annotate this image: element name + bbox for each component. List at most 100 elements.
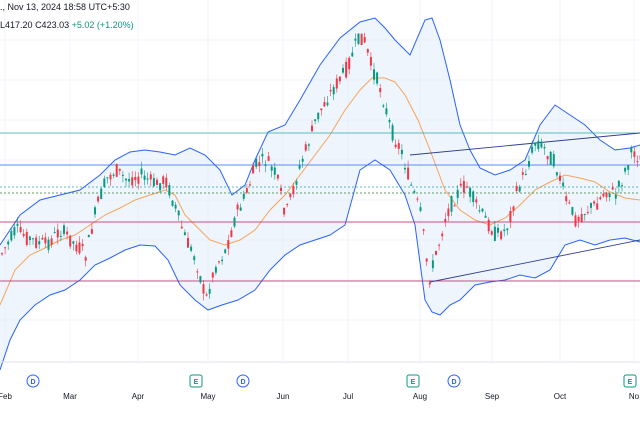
candle-body <box>531 146 534 153</box>
candle-body <box>512 206 515 211</box>
ohlc-readout: L417.20 C423.03 +5.02 (+1.20%) <box>0 20 134 30</box>
candle-body <box>602 193 605 197</box>
candle-body <box>338 76 341 82</box>
candle-body <box>283 207 286 215</box>
month-tick-label: May <box>200 392 215 401</box>
candle-body <box>152 178 155 187</box>
candle-body <box>320 108 323 111</box>
candle-body <box>156 179 158 185</box>
candle-body <box>10 231 13 241</box>
horizontal-lines <box>0 132 640 282</box>
channel-upper-line <box>409 132 640 156</box>
candle-body <box>38 241 41 245</box>
candle-body <box>357 33 360 44</box>
candle-body <box>196 271 199 273</box>
candle-body <box>404 167 406 170</box>
candle-body <box>323 102 326 107</box>
candle-body <box>373 69 375 80</box>
candle-body <box>342 67 344 73</box>
candle-body <box>605 192 608 198</box>
candle-body <box>400 149 403 155</box>
candle-body <box>187 238 189 248</box>
month-tick-label: Aug <box>413 392 427 401</box>
candle-body <box>304 144 307 151</box>
candle-body <box>205 294 208 296</box>
candle-body <box>7 241 10 245</box>
month-tick-label: Sep <box>485 392 500 401</box>
candle-body <box>503 229 506 232</box>
candle-body <box>524 174 527 176</box>
earnings-marker: E <box>623 374 637 388</box>
candle-body <box>360 33 363 45</box>
candle-body <box>75 244 78 252</box>
month-tick-label: Feb <box>0 392 12 401</box>
candle-body <box>298 165 301 169</box>
candle-body <box>444 219 447 222</box>
candle-body <box>128 178 131 182</box>
candle-body <box>106 177 109 179</box>
candle-body <box>515 185 518 192</box>
candle-body <box>630 147 633 153</box>
dividend-marker: D <box>447 374 461 388</box>
candle-body <box>109 174 112 180</box>
candle-body <box>286 204 289 206</box>
candle-body <box>627 165 630 170</box>
candle-body <box>140 168 143 175</box>
candle-body <box>72 241 75 244</box>
band-fill <box>0 18 640 370</box>
bollinger-bands <box>0 17 640 371</box>
candle-body <box>202 284 205 294</box>
candle-body <box>335 78 338 89</box>
candle-body <box>273 167 276 175</box>
candle-body <box>354 38 357 41</box>
candle-body <box>363 37 366 43</box>
candle-body <box>16 223 19 226</box>
candle-body <box>546 156 549 160</box>
candle-body <box>624 167 627 172</box>
candle-body <box>382 105 385 107</box>
candle-body <box>369 57 372 66</box>
marker-circle <box>26 374 40 388</box>
candle-body <box>221 259 224 262</box>
datetime-label: ., Nov 13, 2024 18:58 UTC+5:30 <box>0 2 130 12</box>
candle-body <box>267 156 270 161</box>
candle-body <box>168 185 171 196</box>
marker-label: D <box>30 379 35 386</box>
month-tick-label: No <box>629 392 640 401</box>
candle-body <box>462 181 465 193</box>
candle-body <box>97 196 100 202</box>
candle-body <box>565 196 568 202</box>
candle-body <box>438 244 441 246</box>
candle-body <box>574 215 577 227</box>
candle-body <box>583 213 586 215</box>
candle-body <box>571 207 574 215</box>
candle-body <box>596 203 599 210</box>
candle-body <box>419 207 422 211</box>
trend-channel <box>409 132 640 283</box>
candle-body <box>233 217 236 227</box>
candles <box>1 32 640 301</box>
candle-body <box>329 89 332 92</box>
candle-body <box>568 202 571 204</box>
candle-body <box>177 210 180 216</box>
candle-body <box>258 162 261 167</box>
candle-body <box>614 194 617 199</box>
candle-body <box>345 61 348 78</box>
candle-body <box>456 189 459 198</box>
symbol-info: ., Nov 13, 2024 18:58 UTC+5:30 <box>0 2 130 12</box>
candle-body <box>497 227 499 233</box>
candle-body <box>25 231 28 245</box>
candle-body <box>134 176 137 181</box>
candle-body <box>301 158 304 162</box>
candle-body <box>224 249 227 253</box>
month-tick-label: Mar <box>63 392 77 401</box>
candle-body <box>252 165 255 174</box>
candle-body <box>149 174 152 180</box>
candle-body <box>81 243 84 247</box>
candle-body <box>379 88 382 93</box>
candle-body <box>537 140 540 150</box>
marker-box <box>623 374 637 388</box>
